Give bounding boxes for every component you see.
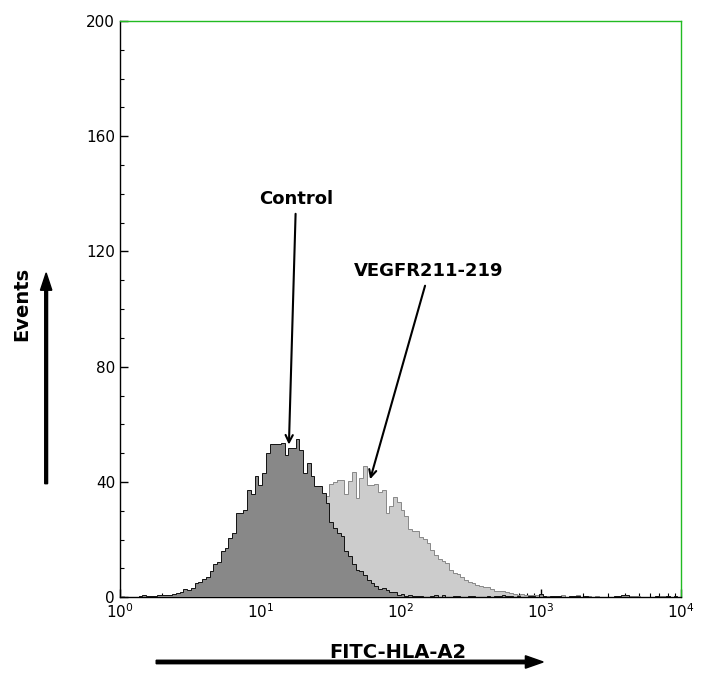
Text: Events: Events (12, 267, 31, 341)
Text: FITC-HLA-A2: FITC-HLA-A2 (329, 643, 466, 663)
Text: VEGFR211-219: VEGFR211-219 (354, 263, 504, 477)
Text: Control: Control (259, 190, 333, 442)
